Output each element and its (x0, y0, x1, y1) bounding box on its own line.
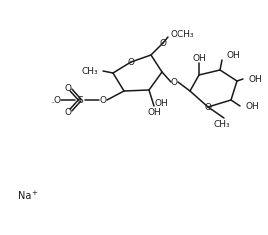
Text: O: O (204, 102, 211, 111)
Text: O: O (159, 39, 166, 47)
Text: OH: OH (192, 54, 206, 63)
Text: OH: OH (147, 107, 161, 117)
Text: O: O (99, 95, 106, 105)
Text: O: O (128, 58, 135, 67)
Text: OH: OH (245, 102, 259, 110)
Text: O: O (170, 78, 177, 86)
Text: OH: OH (154, 98, 168, 107)
Text: Na: Na (18, 191, 31, 201)
Text: O: O (65, 107, 72, 117)
Text: OH: OH (248, 74, 262, 83)
Text: CH₃: CH₃ (81, 67, 98, 75)
Text: +: + (31, 190, 37, 196)
Text: OH: OH (226, 51, 240, 59)
Text: O: O (54, 95, 61, 105)
Text: CH₃: CH₃ (214, 120, 230, 129)
Text: O: O (65, 83, 72, 93)
Text: OCH₃: OCH₃ (170, 30, 193, 39)
Text: ⁻: ⁻ (50, 99, 54, 109)
Text: S: S (77, 95, 83, 105)
